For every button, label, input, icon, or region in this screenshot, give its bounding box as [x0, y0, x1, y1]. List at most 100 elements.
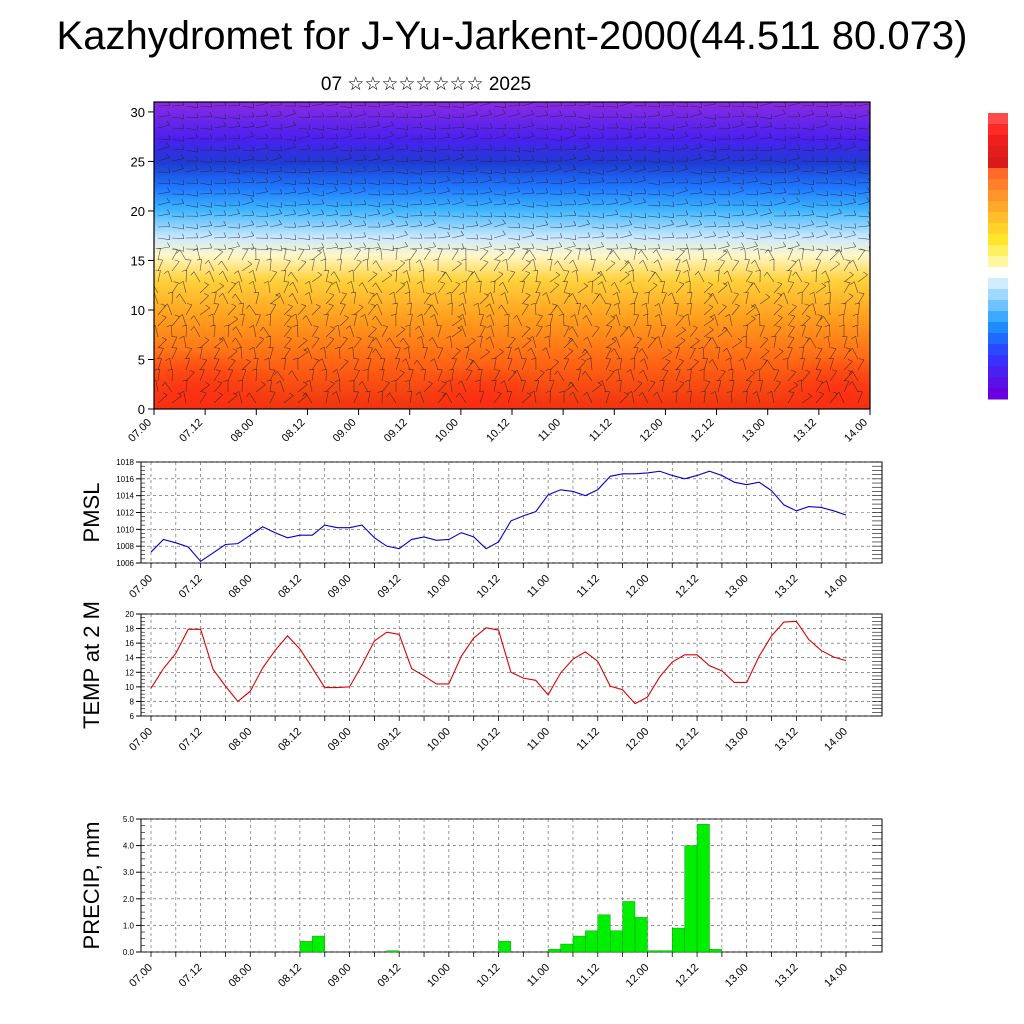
wind-barb — [787, 358, 789, 371]
wind-barb-flag — [350, 125, 353, 131]
wind-barb — [591, 203, 604, 206]
wind-barb-flag — [504, 313, 510, 316]
wind-barb-flag — [224, 134, 227, 140]
wind-barb — [787, 392, 795, 404]
wind-barb — [423, 347, 428, 360]
wind-barb-flag — [779, 292, 785, 297]
wind-barb — [727, 270, 733, 283]
wind-barb — [815, 105, 828, 108]
wind-barb-flag — [643, 188, 647, 194]
wind-barb-flag — [510, 336, 516, 339]
warm-spot — [154, 350, 285, 409]
wind-barb-flag — [823, 335, 829, 339]
wind-barb-flag — [182, 379, 188, 382]
wind-barb — [157, 237, 170, 240]
wind-barb-flag — [518, 123, 521, 129]
wind-barb — [766, 272, 775, 283]
wind-barb-flag — [629, 155, 633, 160]
wind-barb-flag — [571, 269, 577, 273]
wind-barb-flag — [217, 380, 223, 384]
wind-barb — [463, 292, 467, 305]
wind-barb-flag — [236, 209, 241, 214]
wind-barb — [632, 270, 635, 283]
wind-barb — [815, 315, 823, 327]
wind-barb — [689, 327, 698, 338]
wind-barb-flag — [180, 164, 184, 169]
wind-barb — [657, 259, 663, 272]
wind-barb-flag — [818, 248, 823, 251]
wind-barb-flag — [333, 324, 339, 328]
wind-barb-flag — [432, 242, 437, 247]
wind-barb — [213, 214, 226, 217]
temp-line — [150, 620, 847, 705]
wind-barb — [521, 113, 534, 118]
wind-barb — [661, 170, 674, 173]
wind-barb-flag — [349, 242, 353, 247]
wind-barb — [619, 149, 632, 152]
wind-barb — [171, 168, 184, 173]
wind-barb-flag — [321, 242, 325, 248]
wind-barb — [815, 225, 828, 228]
wind-barb — [297, 105, 310, 107]
wind-barb — [325, 213, 338, 217]
wind-barb-flag — [503, 324, 509, 327]
wind-barb-flag — [406, 390, 412, 393]
wind-barb — [283, 204, 296, 207]
wind-barb-flag — [573, 210, 577, 216]
wind-barb — [675, 391, 678, 404]
wind-barb-flag — [224, 178, 227, 184]
wind-barb-flag — [784, 211, 787, 217]
wind-barb — [572, 293, 579, 305]
wind-barb-flag — [446, 291, 452, 295]
wind-barb-flag — [658, 212, 661, 218]
wind-barb — [297, 171, 310, 174]
wind-barb — [395, 234, 408, 239]
wind-barb — [787, 337, 795, 349]
wind-barb-flag — [573, 199, 577, 205]
wind-barb-flag — [722, 326, 726, 332]
wind-barb-flag — [852, 230, 856, 236]
wind-barb-flag — [181, 144, 185, 150]
wind-barb-flag — [182, 246, 185, 252]
wind-barb — [714, 391, 719, 404]
wind-barb-flag — [516, 187, 521, 192]
wind-barb-flag — [754, 313, 760, 317]
wind-barb — [366, 259, 369, 272]
wind-barb-flag — [616, 379, 622, 382]
wind-barb — [619, 116, 632, 119]
wind-barb — [167, 303, 173, 316]
wind-barb-flag — [583, 282, 588, 287]
wind-barb-flag — [644, 234, 647, 240]
wind-barb — [521, 136, 534, 140]
wind-barb-flag — [430, 292, 436, 296]
wind-barb — [199, 247, 212, 250]
wind-barb — [661, 248, 674, 251]
y-tick-label: 20 — [131, 204, 145, 219]
y-tick-label: 14 — [125, 654, 134, 663]
wind-barb-flag — [671, 177, 675, 183]
wind-barb-flag — [363, 242, 367, 248]
wind-barb — [157, 124, 170, 129]
wind-barb — [311, 369, 315, 382]
wind-barb — [756, 391, 761, 404]
wind-barb — [222, 293, 229, 305]
wind-barb — [199, 359, 208, 371]
wind-barb — [185, 226, 198, 229]
wind-barb — [535, 127, 548, 130]
wind-barb-flag — [420, 368, 426, 371]
wind-barb — [395, 347, 401, 360]
wind-barb — [605, 105, 618, 108]
wind-barb-flag — [756, 190, 759, 196]
precip-bar — [609, 930, 623, 953]
wind-barb-flag — [573, 111, 577, 117]
wind-barb — [451, 350, 461, 360]
wind-barb-flag — [231, 303, 237, 307]
wind-barb — [406, 270, 411, 283]
wind-barb — [212, 314, 215, 327]
wind-barb — [518, 347, 523, 360]
wind-barb — [815, 148, 828, 151]
wind-barb — [479, 262, 489, 272]
wind-barb-flag — [769, 187, 773, 193]
wind-barb — [535, 114, 548, 118]
wind-barb — [479, 250, 489, 261]
